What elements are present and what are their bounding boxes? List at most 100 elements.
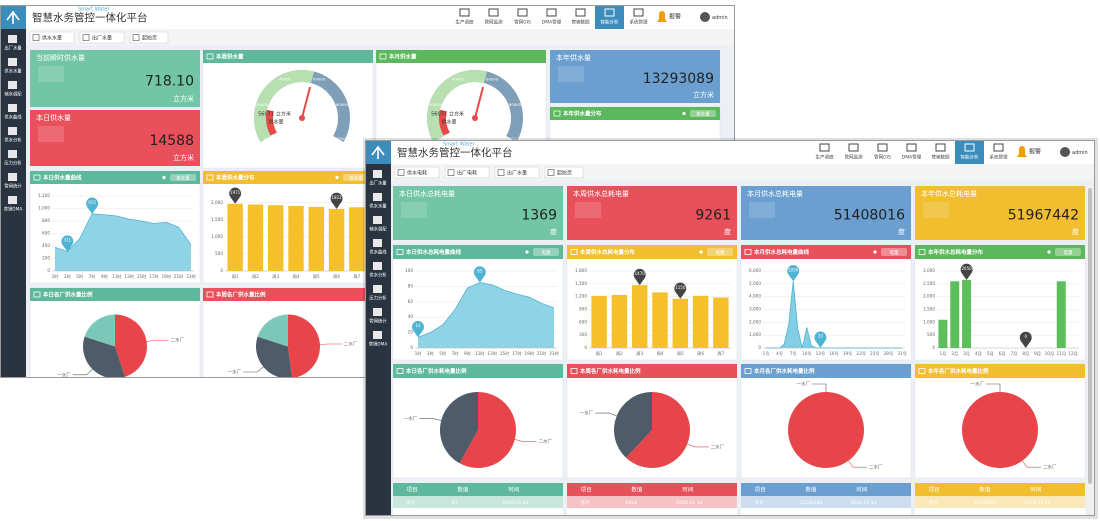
tab[interactable] [129, 31, 169, 44]
tab-label[interactable]: 出厂水量 [92, 35, 112, 42]
x-tick-label: 2月 [951, 351, 958, 357]
legend-label[interactable]: 电量 [542, 249, 551, 256]
scrollbar-thumb[interactable] [1088, 188, 1092, 484]
nav-item[interactable]: 智能分析 [961, 154, 979, 161]
user-name[interactable]: admin [712, 15, 728, 21]
sidebar-item[interactable]: 供水水量 [4, 68, 22, 75]
sidebar-item[interactable]: 营销DMA [369, 341, 388, 348]
tab-label[interactable]: 起始页 [142, 35, 157, 42]
legend-badge[interactable] [690, 110, 716, 117]
nav-item[interactable]: 管网监测 [485, 19, 503, 26]
pie-slice [84, 314, 115, 347]
nav-item[interactable]: 管网GIS [514, 19, 531, 26]
nav-item[interactable]: 营销数据 [932, 154, 950, 161]
x-tick-label: 5时 [76, 273, 84, 279]
gauge-tick [333, 106, 337, 109]
y-tick-label: 1,800 [575, 268, 587, 273]
sidebar-item[interactable]: 压力分析 [4, 160, 22, 167]
stat-value: 9261 [695, 208, 731, 224]
nav-item[interactable]: 系统管理 [990, 154, 1008, 161]
pie-leader [687, 443, 709, 448]
stat-title: 本日供水量 [36, 113, 71, 122]
tab[interactable] [444, 166, 490, 179]
tab[interactable] [494, 166, 540, 179]
bar [268, 205, 284, 271]
legend-badge[interactable] [707, 248, 733, 256]
y-tick-label: 4,000 [749, 294, 761, 299]
user-name[interactable]: admin [1072, 150, 1088, 156]
panel-header [741, 245, 911, 259]
sidebar-item[interactable]: 出厂水量 [369, 180, 387, 187]
sidebar-icon [8, 58, 17, 66]
legend-label[interactable]: 电量 [716, 249, 725, 256]
tab-label[interactable]: 出厂水量 [507, 170, 527, 177]
nav-item[interactable]: 营销数据 [572, 19, 590, 26]
legend-badge[interactable] [881, 248, 907, 256]
nav-item[interactable]: DMA管理 [542, 19, 562, 26]
legend-badge[interactable] [533, 248, 559, 256]
legend-badge[interactable] [170, 174, 196, 181]
tab[interactable] [79, 31, 125, 44]
alarm[interactable]: 报警 [669, 13, 681, 21]
tab-label[interactable]: 起始页 [557, 170, 572, 177]
tab[interactable] [544, 166, 584, 179]
legend-label[interactable]: 电量 [1064, 249, 1073, 256]
tab[interactable] [394, 166, 440, 179]
pie-label: 二水厂 [539, 438, 553, 445]
tab[interactable] [29, 31, 75, 44]
legend-badge[interactable] [343, 174, 369, 181]
avatar [700, 12, 710, 22]
legend-label[interactable]: 电量 [890, 249, 899, 256]
table-cell: 2016-11-14 [502, 500, 528, 506]
y-tick-label: 1,000 [211, 234, 223, 239]
legend-label[interactable]: 供水量 [696, 111, 710, 118]
x-tick-label: 21时 [537, 350, 547, 356]
x-tick-label: 周1 [596, 351, 603, 357]
sidebar-item[interactable]: 供水分析 [369, 272, 387, 279]
x-tick-label: 周6 [697, 351, 704, 357]
nav-item[interactable]: DMA管理 [902, 154, 922, 161]
sidebar-item[interactable]: 管网统计 [4, 183, 22, 190]
gauge-hub [299, 115, 305, 121]
sidebar-item[interactable]: 管网统计 [369, 318, 387, 325]
nav-item[interactable]: 管网监测 [845, 154, 863, 161]
alarm[interactable]: 报警 [1029, 148, 1041, 156]
value-pin [960, 263, 973, 280]
alarm-icon [1017, 146, 1027, 157]
bar [308, 206, 324, 271]
sidebar-item[interactable]: 营销DMA [4, 206, 23, 213]
sidebar-item[interactable]: 供水分析 [4, 137, 22, 144]
nav-item[interactable]: 系统管理 [630, 19, 648, 26]
nav-item[interactable]: 生产调度 [456, 19, 474, 26]
tab-label[interactable]: 供水电耗 [407, 170, 427, 177]
legend-label[interactable]: 供水量 [349, 175, 363, 182]
sidebar-item[interactable]: 供水曲线 [369, 249, 387, 256]
sidebar-item[interactable]: 出厂水量 [4, 45, 22, 52]
nav-item[interactable]: 管网GIS [874, 154, 891, 161]
nav-item[interactable]: 智能分析 [601, 19, 619, 26]
nav-item[interactable]: 生产调度 [816, 154, 834, 161]
nav-icon [935, 143, 946, 152]
gauge-tick [315, 84, 318, 89]
sidebar-item[interactable]: 辅水调配 [369, 226, 387, 233]
sidebar-item[interactable]: 供水曲线 [4, 114, 22, 121]
x-tick-label: 13号 [816, 351, 826, 357]
area-line [54, 213, 192, 253]
gauge-tick [267, 106, 271, 109]
sidebar-icon [8, 127, 17, 135]
table-header-cell: 时间 [682, 486, 693, 494]
tab-label[interactable]: 供水水量 [42, 35, 62, 42]
x-tick-label: 17时 [512, 350, 522, 356]
sidebar-item[interactable]: 供水水量 [369, 203, 387, 210]
sidebar-item[interactable]: 辅水调配 [4, 91, 22, 98]
legend-badge[interactable] [1055, 248, 1081, 256]
y-tick-label: 2,500 [923, 281, 935, 286]
sidebar-item[interactable]: 压力分析 [369, 295, 387, 302]
legend-label[interactable]: 供水量 [176, 175, 190, 182]
stat-card [567, 186, 737, 240]
pie-label: 二水厂 [171, 337, 185, 344]
tab-label[interactable]: 出厂电耗 [457, 170, 477, 177]
y-tick-label: 1,500 [923, 307, 935, 312]
x-tick-label: 5时 [439, 350, 447, 356]
value-pin-label: 915 [88, 200, 96, 205]
